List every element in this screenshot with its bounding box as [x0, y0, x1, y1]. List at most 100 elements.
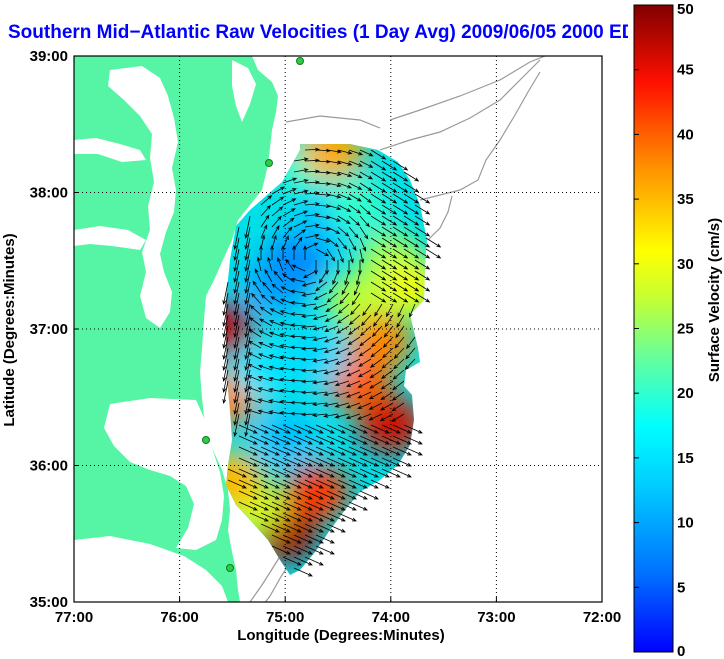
bay-water-tributary-2 — [74, 226, 146, 250]
velocity-arrow — [293, 210, 309, 217]
velocity-arrow — [315, 490, 335, 500]
velocity-arrow — [290, 312, 306, 316]
velocity-arrow — [304, 223, 320, 228]
velocity-arrow — [403, 424, 423, 434]
velocity-arrow — [293, 567, 313, 577]
velocity-arrow — [403, 248, 420, 259]
velocity-arrow — [414, 193, 431, 204]
velocity-arrow — [300, 412, 317, 417]
velocity-arrow — [244, 292, 251, 317]
velocity-arrow — [392, 446, 412, 456]
velocity-arrow — [326, 171, 342, 176]
velocity-arrow — [271, 206, 284, 217]
velocity-arrow — [337, 226, 350, 237]
velocity-arrow — [337, 479, 357, 489]
velocity-arrow — [244, 259, 251, 284]
velocity-arrow — [346, 380, 361, 387]
velocity-arrow — [260, 195, 273, 206]
velocity-arrow — [282, 523, 302, 533]
velocity-arrow — [271, 468, 291, 478]
velocity-arrow — [392, 215, 409, 226]
velocity-arrow — [315, 281, 328, 292]
radar-station-marker — [202, 436, 210, 444]
velocity-arrow — [359, 171, 374, 180]
velocity-arrow — [249, 435, 269, 445]
velocity-arrow — [392, 226, 409, 237]
velocity-arrow — [291, 264, 306, 272]
velocity-arrow — [301, 303, 317, 308]
velocity-arrow — [249, 305, 262, 316]
velocity-arrow — [250, 292, 262, 305]
velocity-arrow — [289, 356, 306, 361]
velocity-arrow — [369, 380, 383, 389]
velocity-arrow — [247, 352, 262, 360]
velocity-arrow — [282, 556, 302, 566]
velocity-arrow — [391, 402, 405, 412]
velocity-arrow — [392, 369, 405, 380]
velocity-arrow — [370, 160, 387, 171]
velocity-arrow — [260, 224, 268, 239]
velocity-arrow — [348, 325, 361, 336]
velocity-arrow — [293, 236, 303, 250]
velocity-arrow — [262, 281, 273, 294]
velocity-arrow — [270, 296, 284, 305]
velocity-arrow — [315, 523, 335, 533]
velocity-arrow — [370, 435, 390, 445]
velocity-arrow — [409, 303, 416, 318]
velocity-arrow — [393, 358, 405, 370]
velocity-arrow — [233, 281, 240, 306]
velocity-arrow — [326, 182, 342, 188]
y-axis-label: Latitude (Degrees:Minutes) — [1, 233, 18, 426]
velocity-arrow — [293, 501, 313, 511]
velocity-arrow — [256, 256, 262, 272]
velocity-arrow — [260, 204, 272, 217]
velocity-arrow — [381, 457, 401, 467]
velocity-arrow — [312, 391, 328, 396]
velocity-arrow — [335, 358, 350, 365]
velocity-arrow — [315, 446, 335, 456]
velocity-arrow — [238, 479, 258, 489]
velocity-arrow — [326, 523, 346, 533]
velocity-arrow — [280, 286, 295, 294]
velocity-arrow — [403, 270, 420, 281]
velocity-arrow — [268, 354, 284, 360]
velocity-arrow — [370, 237, 387, 248]
velocity-arrow — [285, 258, 295, 272]
velocity-arrow — [326, 292, 339, 303]
velocity-arrow — [380, 380, 394, 390]
velocity-arrow — [268, 365, 284, 371]
velocity-arrow — [326, 490, 346, 500]
velocity-arrow — [259, 306, 273, 316]
velocity-arrow — [300, 390, 317, 395]
velocity-arrow — [271, 424, 291, 434]
colorbar-tick-label: 15 — [677, 450, 694, 467]
velocity-arrow — [244, 215, 251, 240]
velocity-arrow — [271, 196, 285, 206]
velocity-arrow — [371, 325, 383, 338]
velocity-arrow — [392, 270, 409, 281]
colorbar — [633, 4, 674, 653]
velocity-arrow — [370, 248, 387, 259]
colorbar-tick-label: 20 — [677, 385, 694, 402]
velocity-arrow — [312, 336, 328, 342]
velocity-arrow — [348, 490, 368, 500]
velocity-arrow — [282, 435, 302, 445]
velocity-arrow — [303, 244, 307, 260]
velocity-arrow — [233, 358, 240, 383]
velocity-arrow — [404, 358, 416, 370]
velocity-arrow — [348, 215, 361, 226]
velocity-arrow — [246, 397, 262, 404]
velocity-arrow — [260, 214, 270, 228]
velocity-arrow — [282, 226, 293, 239]
velocity-arrow — [304, 468, 324, 478]
colorbar-tick-label: 0 — [677, 643, 685, 659]
velocity-arrow — [290, 289, 306, 294]
velocity-arrow — [233, 347, 240, 372]
velocity-arrow — [238, 490, 258, 500]
velocity-arrow — [392, 380, 405, 391]
velocity-arrow — [326, 424, 346, 434]
velocity-arrow — [326, 446, 346, 456]
velocity-arrow — [238, 446, 258, 456]
velocity-arrow — [345, 413, 361, 420]
velocity-arrow — [414, 248, 431, 259]
